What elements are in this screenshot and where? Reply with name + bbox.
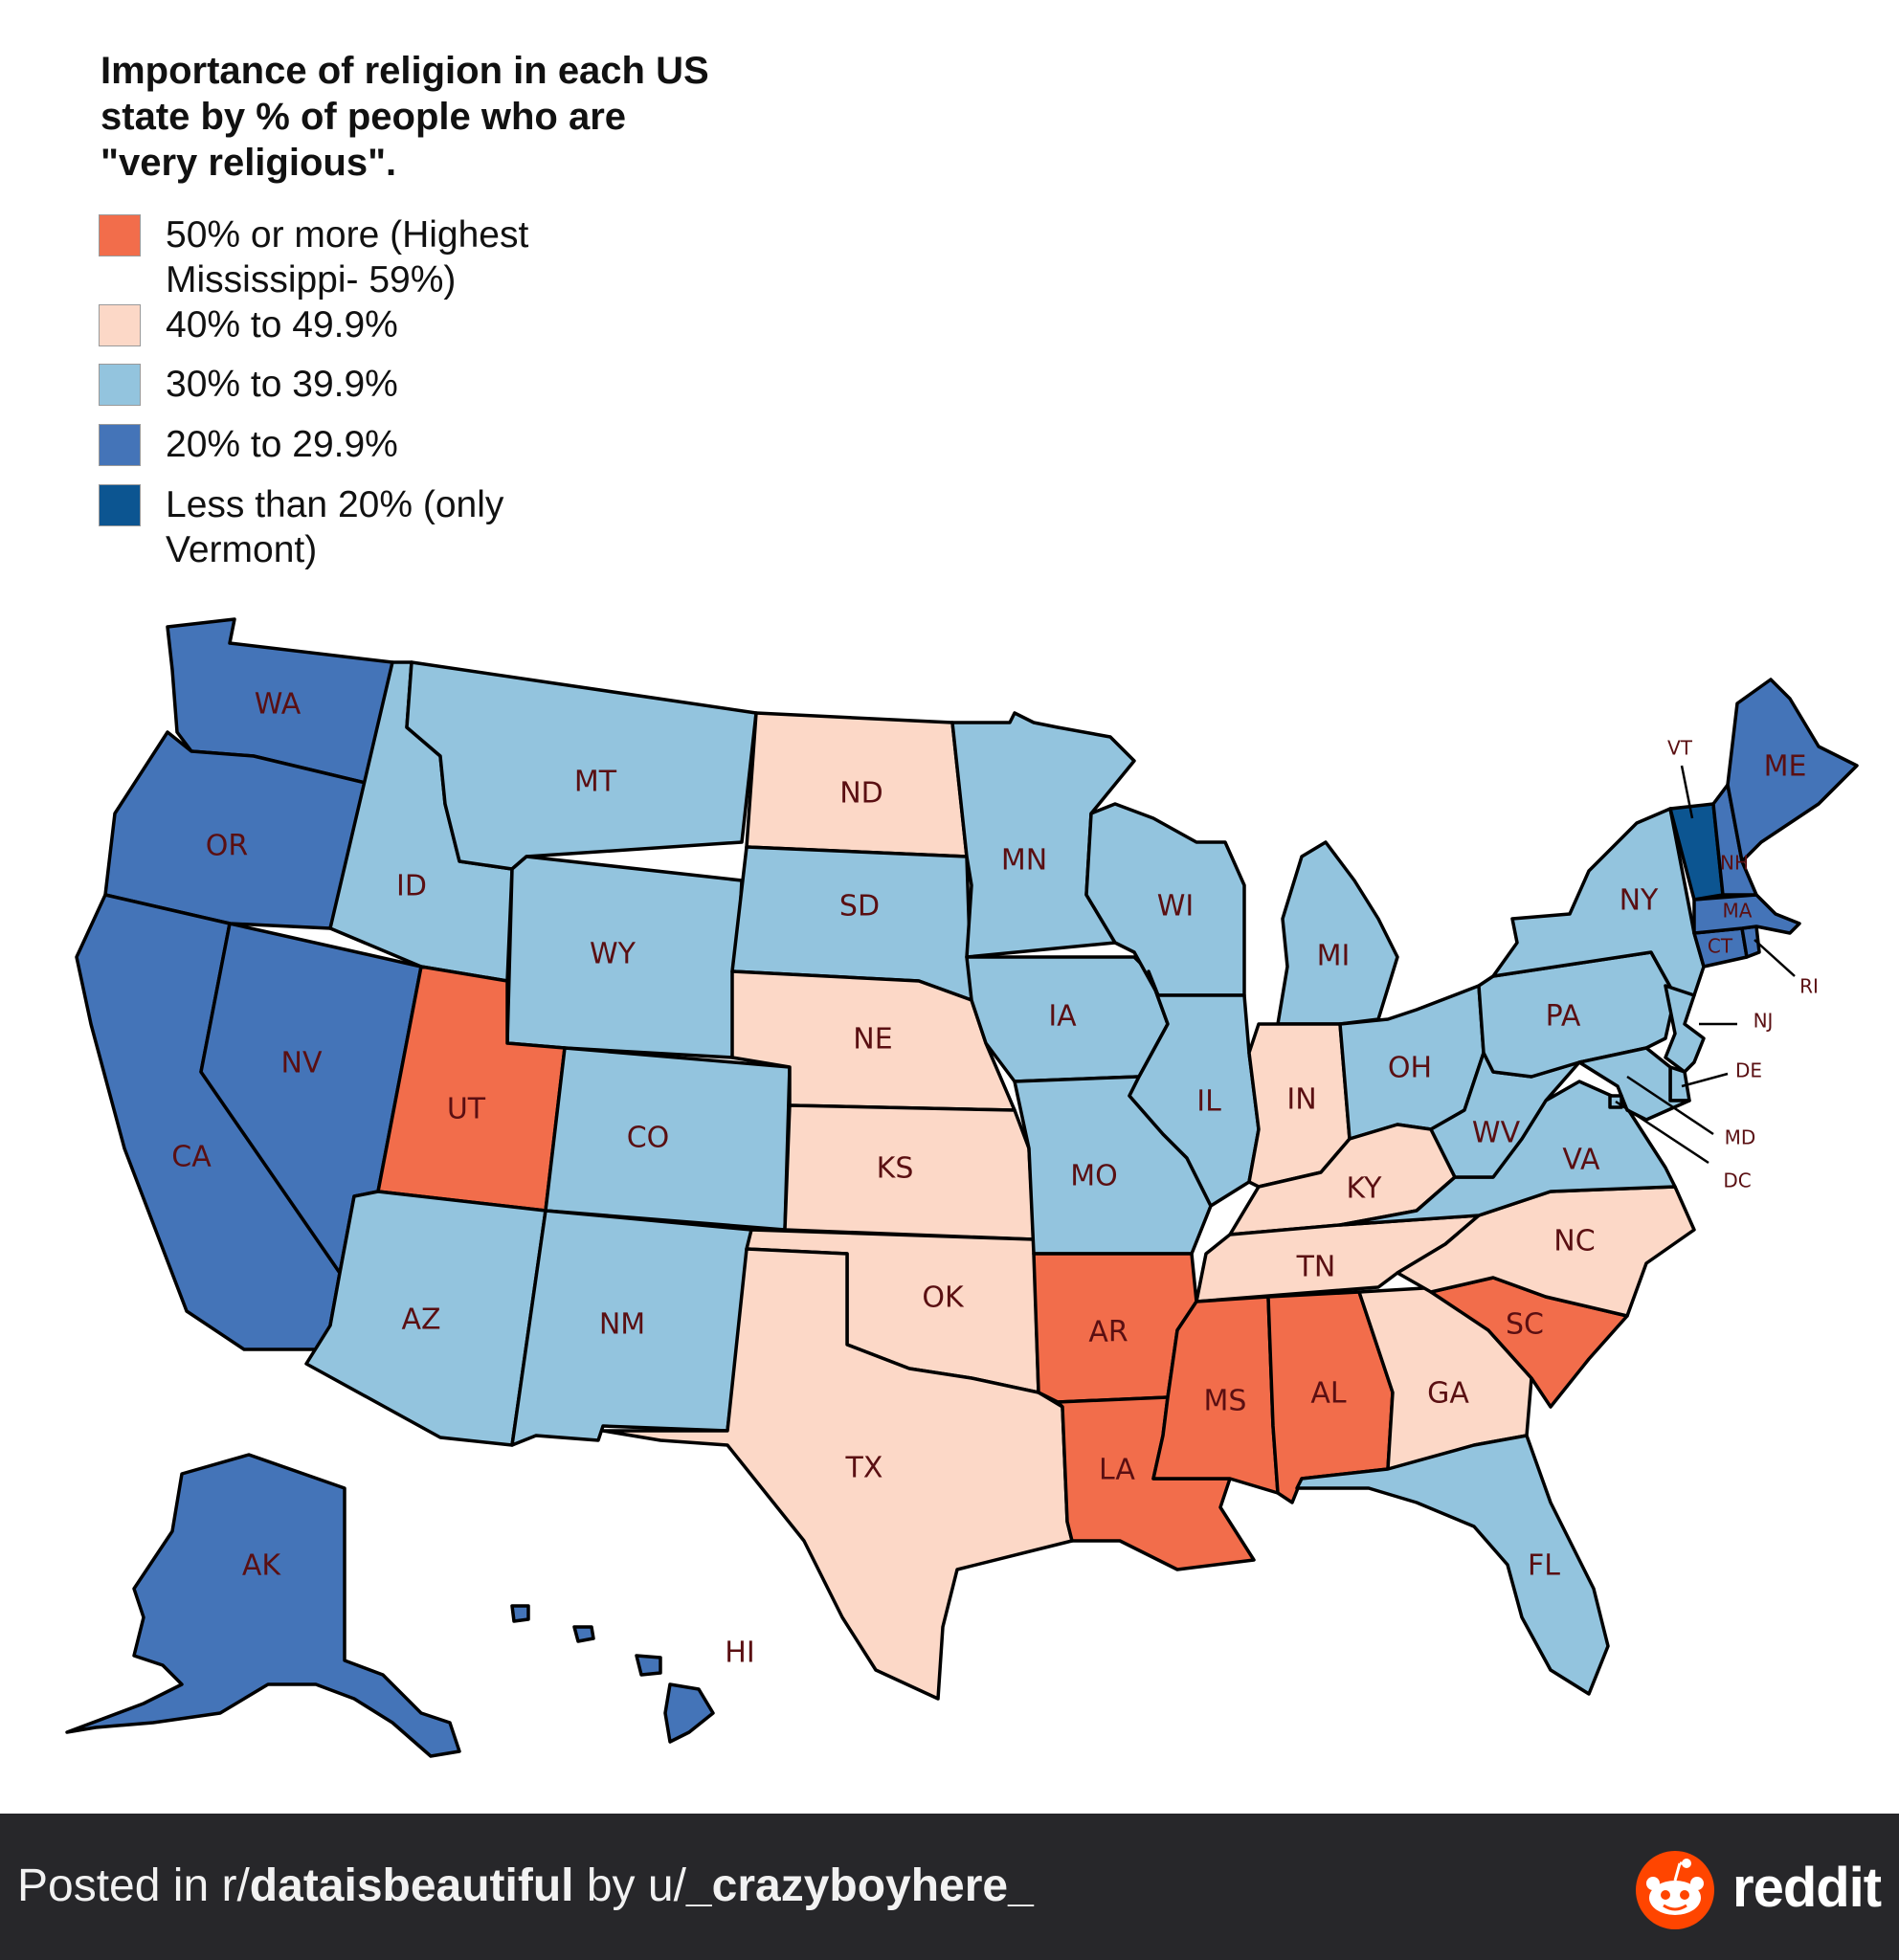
- state-label-ak: AK: [242, 1549, 282, 1583]
- state-label-ar: AR: [1088, 1316, 1128, 1349]
- state-label-al: AL: [1310, 1377, 1347, 1411]
- legend-swatch: [99, 484, 141, 526]
- legend-label: 30% to 39.9%: [166, 364, 398, 405]
- footer-by: by u/: [573, 1860, 686, 1911]
- leader-dc: [1615, 1100, 1709, 1165]
- state-ak[interactable]: [65, 1453, 461, 1758]
- state-label-tn: TN: [1296, 1251, 1336, 1284]
- state-label-sd: SD: [839, 890, 880, 924]
- leader-de: [1681, 1072, 1729, 1088]
- state-label-ut: UT: [447, 1093, 486, 1126]
- legend-label: Less than 20% (only Vermont): [166, 484, 504, 570]
- state-label-ri: RI: [1799, 975, 1819, 998]
- us-map: WA OR CA NV ID MT WY UT CO AZ NM ND SD N…: [65, 617, 1859, 1758]
- leader-vt: [1680, 765, 1694, 819]
- state-label-nj: NJ: [1754, 1010, 1774, 1033]
- state-mi[interactable]: [1276, 840, 1399, 1026]
- state-label-ga: GA: [1427, 1377, 1469, 1411]
- state-label-mi: MI: [1317, 940, 1351, 973]
- state-label-ny: NY: [1620, 884, 1659, 918]
- state-fl[interactable]: [1295, 1434, 1610, 1696]
- reddit-logo: reddit: [1632, 1842, 1882, 1933]
- state-hi[interactable]: [663, 1682, 715, 1744]
- state-label-wi: WI: [1157, 890, 1195, 924]
- state-label-la: LA: [1099, 1454, 1135, 1487]
- legend-swatch: [99, 364, 141, 406]
- state-label-nc: NC: [1553, 1225, 1595, 1258]
- state-label-wa: WA: [255, 688, 302, 722]
- state-label-ne: NE: [853, 1023, 892, 1057]
- state-label-fl: FL: [1528, 1549, 1560, 1583]
- state-label-nd: ND: [839, 777, 883, 811]
- state-label-mt: MT: [574, 766, 617, 799]
- legend-swatch: [99, 304, 141, 346]
- state-nc[interactable]: [1396, 1185, 1696, 1318]
- map-title: Importance of religion in each US state …: [101, 50, 709, 184]
- state-label-mn: MN: [1001, 844, 1047, 878]
- state-label-va: VA: [1562, 1144, 1600, 1177]
- state-label-or: OR: [206, 830, 248, 863]
- leader-md: [1626, 1075, 1714, 1136]
- state-label-nh: NH: [1720, 852, 1749, 875]
- legend-label: 50% or more (Highest Mississippi- 59%): [166, 214, 529, 301]
- state-ma[interactable]: [1692, 893, 1801, 935]
- state-label-ks: KS: [877, 1152, 914, 1186]
- hawaii-island-oahu: [572, 1625, 595, 1643]
- state-label-pa: PA: [1546, 1000, 1581, 1034]
- state-label-oh: OH: [1388, 1052, 1432, 1085]
- state-label-mo: MO: [1070, 1160, 1118, 1193]
- state-label-co: CO: [627, 1122, 670, 1155]
- state-az[interactable]: [304, 1190, 547, 1447]
- state-label-in: IN: [1286, 1083, 1316, 1117]
- state-label-az: AZ: [401, 1303, 440, 1337]
- state-label-tx: TX: [845, 1452, 883, 1485]
- state-label-id: ID: [396, 870, 427, 903]
- state-label-il: IL: [1196, 1085, 1221, 1119]
- state-label-de: DE: [1735, 1059, 1762, 1082]
- state-label-ca: CA: [171, 1141, 212, 1174]
- state-label-ok: OK: [922, 1281, 965, 1315]
- state-nj[interactable]: [1664, 984, 1706, 1074]
- state-label-vt: VT: [1667, 737, 1693, 760]
- state-me[interactable]: [1726, 678, 1859, 863]
- post-attribution: Posted in r/dataisbeautiful by u/_crazyb…: [17, 1860, 1034, 1912]
- legend-swatch: [99, 214, 141, 256]
- leader-ri: [1754, 939, 1796, 977]
- state-label-ct: CT: [1708, 935, 1733, 958]
- legend-swatch: [99, 424, 141, 466]
- state-label-nv: NV: [281, 1047, 323, 1080]
- state-label-sc: SC: [1506, 1308, 1544, 1342]
- state-label-me: ME: [1764, 750, 1807, 784]
- reddit-wordmark: reddit: [1732, 1857, 1882, 1919]
- state-label-ky: KY: [1347, 1172, 1383, 1206]
- state-wi[interactable]: [1084, 802, 1246, 997]
- footer-bar: Posted in r/dataisbeautiful by u/_crazyb…: [0, 1814, 1899, 1960]
- subreddit-link[interactable]: dataisbeautiful: [249, 1860, 574, 1911]
- state-label-ia: IA: [1048, 1000, 1077, 1034]
- state-label-wv: WV: [1472, 1117, 1521, 1150]
- state-label-ma: MA: [1723, 900, 1753, 923]
- state-mn[interactable]: [950, 711, 1136, 959]
- state-label-md: MD: [1725, 1126, 1756, 1149]
- state-label-dc: DC: [1723, 1169, 1751, 1192]
- state-nh[interactable]: [1711, 783, 1758, 897]
- hawaii-island-kauai: [510, 1604, 530, 1623]
- state-label-wy: WY: [590, 938, 637, 971]
- hawaii-island-maui: [635, 1654, 662, 1677]
- reddit-alien-icon: [1636, 1851, 1714, 1929]
- state-label-nm: NM: [599, 1308, 645, 1342]
- state-mt[interactable]: [405, 660, 758, 871]
- legend-label: 40% to 49.9%: [166, 304, 398, 345]
- state-label-ms: MS: [1204, 1385, 1247, 1418]
- footer-prefix: Posted in r/: [17, 1860, 250, 1911]
- state-label-hi: HI: [725, 1637, 754, 1670]
- username-link[interactable]: _crazyboyhere_: [685, 1860, 1034, 1911]
- legend-label: 20% to 29.9%: [166, 424, 398, 465]
- state-tx[interactable]: [601, 1247, 1074, 1701]
